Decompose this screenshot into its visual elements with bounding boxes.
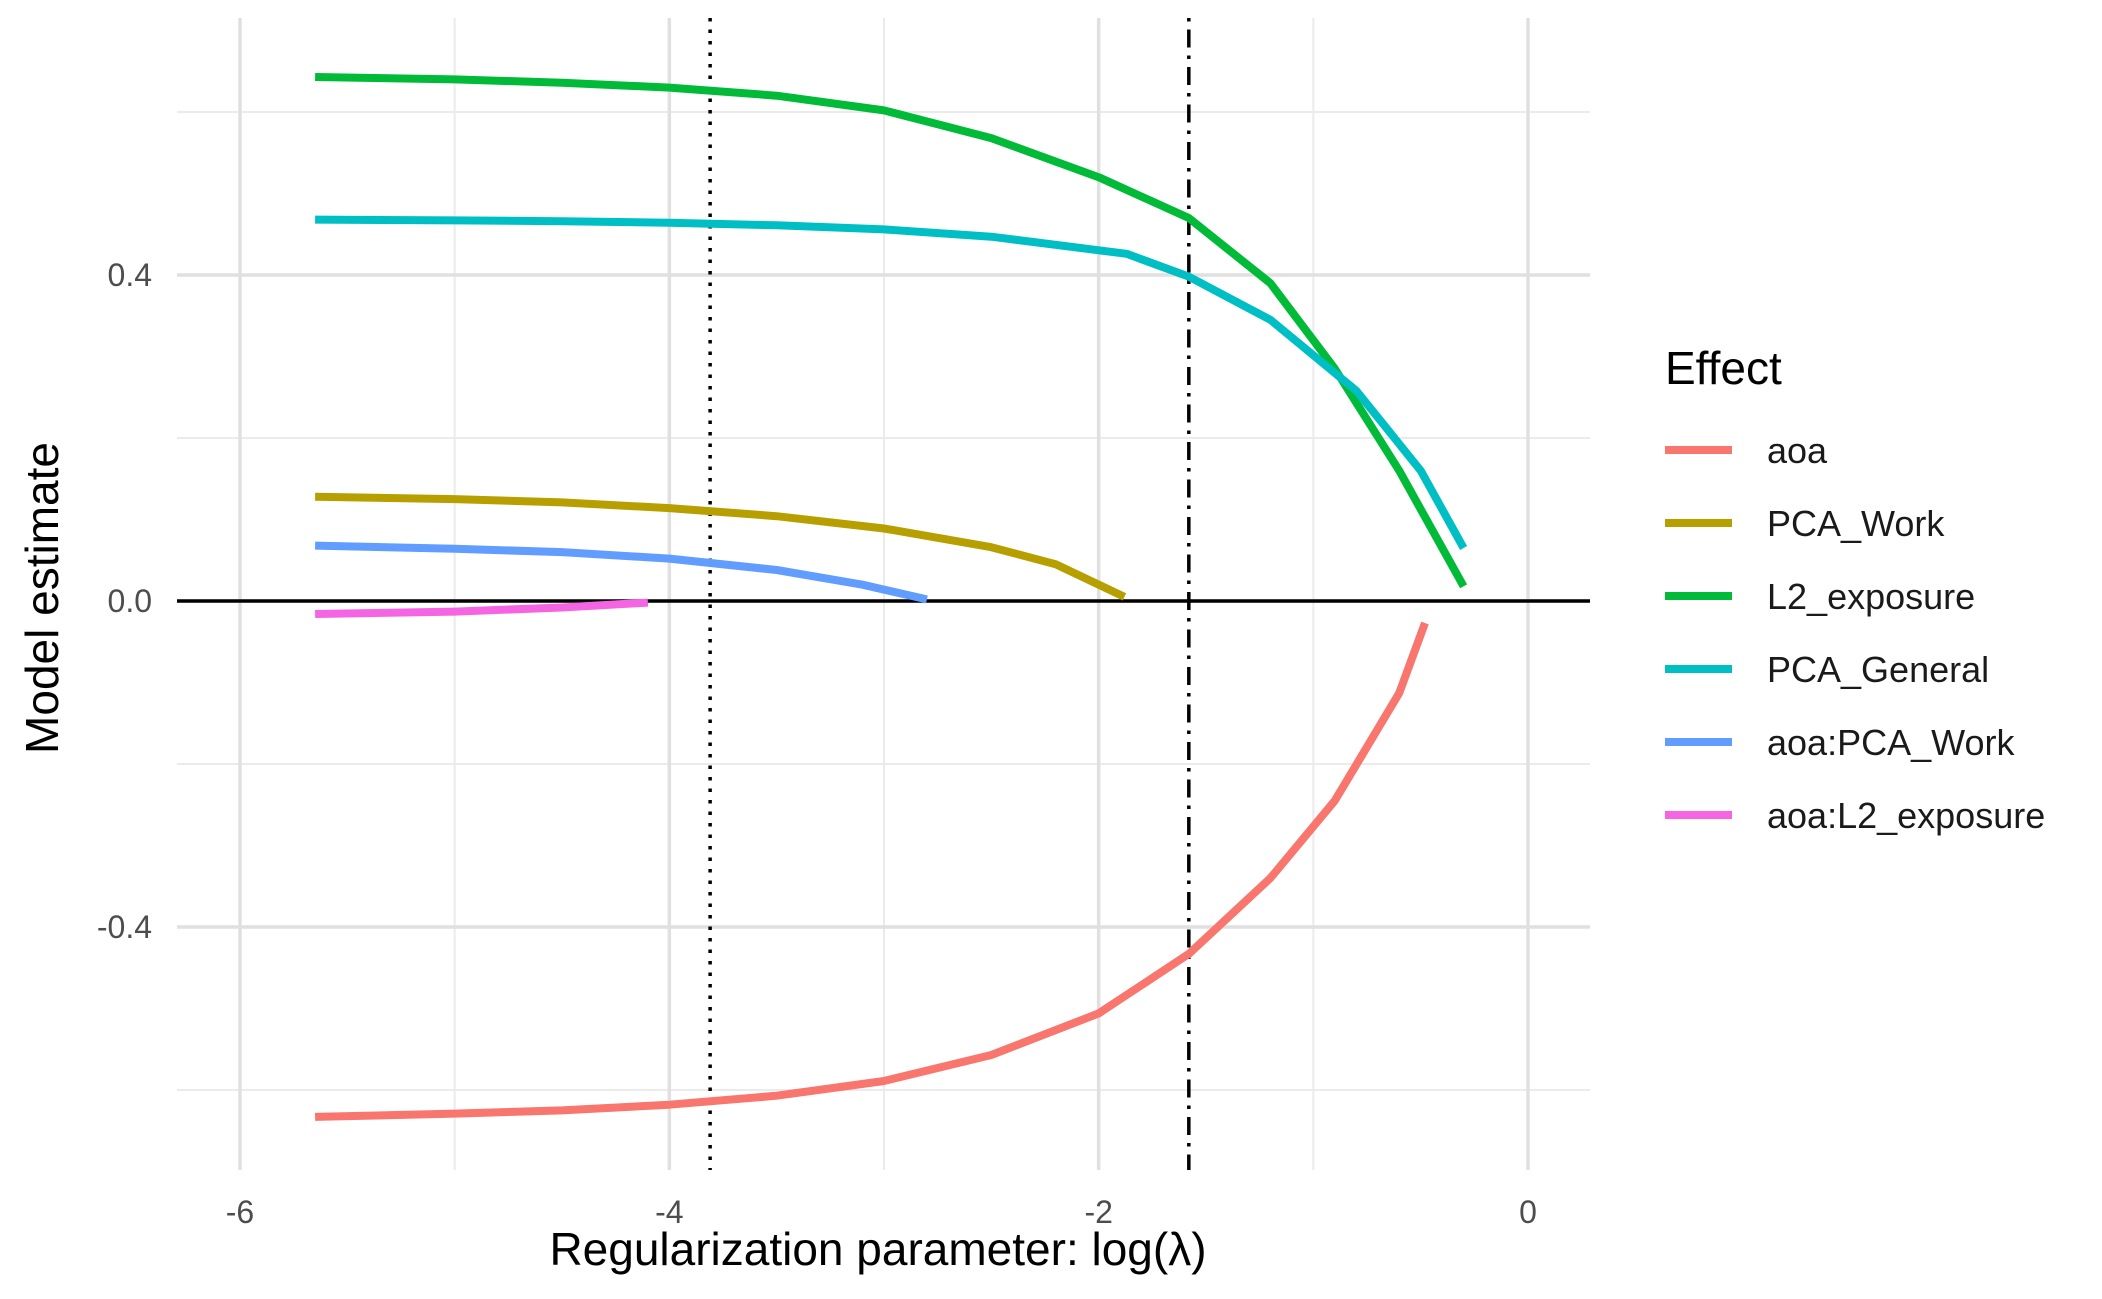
legend-title: Effect xyxy=(1665,342,1782,394)
series-line-PCA_Work xyxy=(315,492,1127,601)
y-tick-label: 0.4 xyxy=(108,257,152,293)
series-lines xyxy=(315,73,1468,1121)
x-tick-labels: -6 -4 -2 0 xyxy=(226,1194,1537,1230)
series-line-aoa:PCA_Work xyxy=(315,541,928,604)
reference-lines xyxy=(177,18,1590,1170)
y-tick-label: -0.4 xyxy=(97,909,152,945)
y-tick-labels: -0.4 0.0 0.4 xyxy=(97,257,152,945)
legend: Effect aoa PCA_Work L2_exposure PCA_General… xyxy=(1665,342,2045,836)
legend-label-aoa:L2_exposure: aoa:L2_exposure xyxy=(1767,795,2045,836)
legend-label-PCA_Work: PCA_Work xyxy=(1767,503,1945,544)
series-line-aoa:L2_exposure xyxy=(315,598,649,618)
x-tick-label: -6 xyxy=(226,1194,254,1230)
legend-label-aoa: aoa xyxy=(1767,430,1828,471)
y-tick-label: 0.0 xyxy=(108,583,152,619)
y-axis-title: Model estimate xyxy=(16,442,68,754)
x-axis-title: Regularization parameter: log(λ) xyxy=(549,1223,1206,1275)
legend-label-PCA_General: PCA_General xyxy=(1767,649,1989,690)
legend-label-L2_exposure: L2_exposure xyxy=(1767,576,1975,617)
minor-gridlines xyxy=(177,18,1590,1170)
series-line-PCA_General xyxy=(315,215,1468,550)
legend-label-aoa:PCA_Work: aoa:PCA_Work xyxy=(1767,722,2015,763)
x-tick-label: -2 xyxy=(1084,1194,1112,1230)
x-tick-label: -4 xyxy=(655,1194,683,1230)
x-tick-label: 0 xyxy=(1519,1194,1537,1230)
legend-items: aoa PCA_Work L2_exposure PCA_General aoa:PCA… xyxy=(1665,430,2045,836)
series-line-L2_exposure xyxy=(315,73,1468,589)
series-line-aoa xyxy=(315,621,1429,1121)
